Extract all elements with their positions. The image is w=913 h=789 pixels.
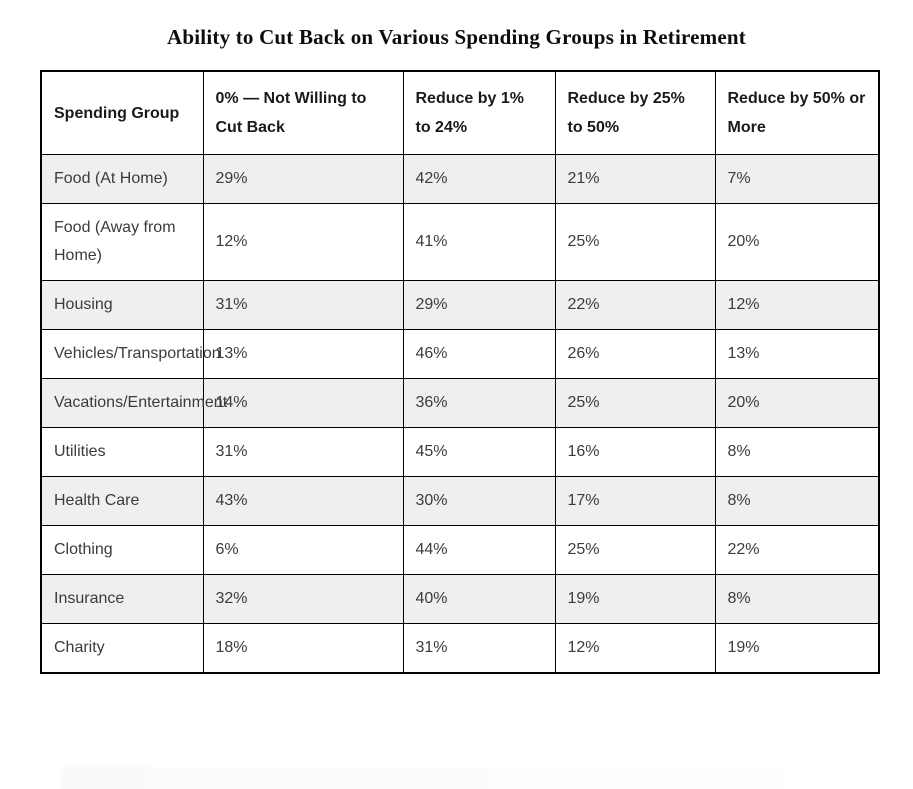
value-cell: 31% (402, 623, 556, 674)
value-cell: 20% (714, 378, 880, 428)
value-cell: 17% (554, 476, 716, 526)
value-cell: 43% (202, 476, 404, 526)
value-cell: 25% (554, 378, 716, 428)
row-label: Vehicles/Transportation (40, 329, 221, 379)
table-row-housing: Housing 31% 29% 22% 12% (40, 280, 880, 330)
row-label: Food (At Home) (40, 154, 204, 204)
value-cell: 20% (714, 203, 880, 281)
col-header-not-willing: 0% — Not Willing to Cut Back (202, 70, 404, 155)
value-cell: 31% (202, 280, 404, 330)
table-row-health-care: Health Care 43% 30% 17% 8% (40, 476, 880, 526)
scan-artifact (60, 767, 860, 789)
value-cell: 44% (402, 525, 556, 575)
col-header-reduce-50-more: Reduce by 50% or More (714, 70, 880, 155)
value-cell: 14% (202, 378, 404, 428)
value-cell: 45% (402, 427, 556, 477)
value-cell: 13% (202, 329, 404, 379)
spending-table: Spending Group 0% — Not Willing to Cut B… (40, 70, 880, 674)
value-cell: 36% (402, 378, 556, 428)
row-label: Health Care (40, 476, 204, 526)
value-cell: 8% (714, 476, 880, 526)
value-cell: 12% (554, 623, 716, 674)
table-row-vacations: Vacations/Entertainment 14% 36% 25% 20% (40, 378, 880, 428)
value-cell: 25% (554, 203, 716, 281)
value-cell: 18% (202, 623, 404, 674)
header-row: Spending Group 0% — Not Willing to Cut B… (40, 70, 880, 155)
table-row-food-at-home: Food (At Home) 29% 42% 21% 7% (40, 154, 880, 204)
table-row-insurance: Insurance 32% 40% 19% 8% (40, 574, 880, 624)
value-cell: 22% (554, 280, 716, 330)
value-cell: 12% (714, 280, 880, 330)
table-row-clothing: Clothing 6% 44% 25% 22% (40, 525, 880, 575)
value-cell: 16% (554, 427, 716, 477)
row-label: Clothing (40, 525, 204, 575)
value-cell: 8% (714, 574, 880, 624)
value-cell: 31% (202, 427, 404, 477)
value-cell: 12% (202, 203, 404, 281)
value-cell: 29% (402, 280, 556, 330)
col-header-reduce-25-50: Reduce by 25% to 50% (554, 70, 716, 155)
value-cell: 41% (402, 203, 556, 281)
value-cell: 6% (202, 525, 404, 575)
table-row-food-away: Food (Away from Home) 12% 41% 25% 20% (40, 203, 880, 281)
row-label: Housing (40, 280, 204, 330)
value-cell: 26% (554, 329, 716, 379)
value-cell: 30% (402, 476, 556, 526)
row-label: Utilities (40, 427, 204, 477)
value-cell: 40% (402, 574, 556, 624)
col-header-spending-group: Spending Group (40, 70, 204, 155)
table-row-vehicles: Vehicles/Transportation 13% 46% 26% 13% (40, 329, 880, 379)
value-cell: 21% (554, 154, 716, 204)
value-cell: 29% (202, 154, 404, 204)
value-cell: 13% (714, 329, 880, 379)
value-cell: 19% (714, 623, 880, 674)
row-label: Food (Away from Home) (40, 203, 204, 281)
value-cell: 19% (554, 574, 716, 624)
table-row-utilities: Utilities 31% 45% 16% 8% (40, 427, 880, 477)
table-row-charity: Charity 18% 31% 12% 19% (40, 623, 880, 674)
row-label: Vacations/Entertainment (40, 378, 227, 428)
value-cell: 8% (714, 427, 880, 477)
value-cell: 22% (714, 525, 880, 575)
value-cell: 25% (554, 525, 716, 575)
row-label: Insurance (40, 574, 204, 624)
value-cell: 46% (402, 329, 556, 379)
page-title: Ability to Cut Back on Various Spending … (167, 25, 746, 49)
value-cell: 7% (714, 154, 880, 204)
value-cell: 42% (402, 154, 556, 204)
value-cell: 32% (202, 574, 404, 624)
row-label: Charity (40, 623, 204, 674)
col-header-reduce-1-24: Reduce by 1% to 24% (402, 70, 556, 155)
